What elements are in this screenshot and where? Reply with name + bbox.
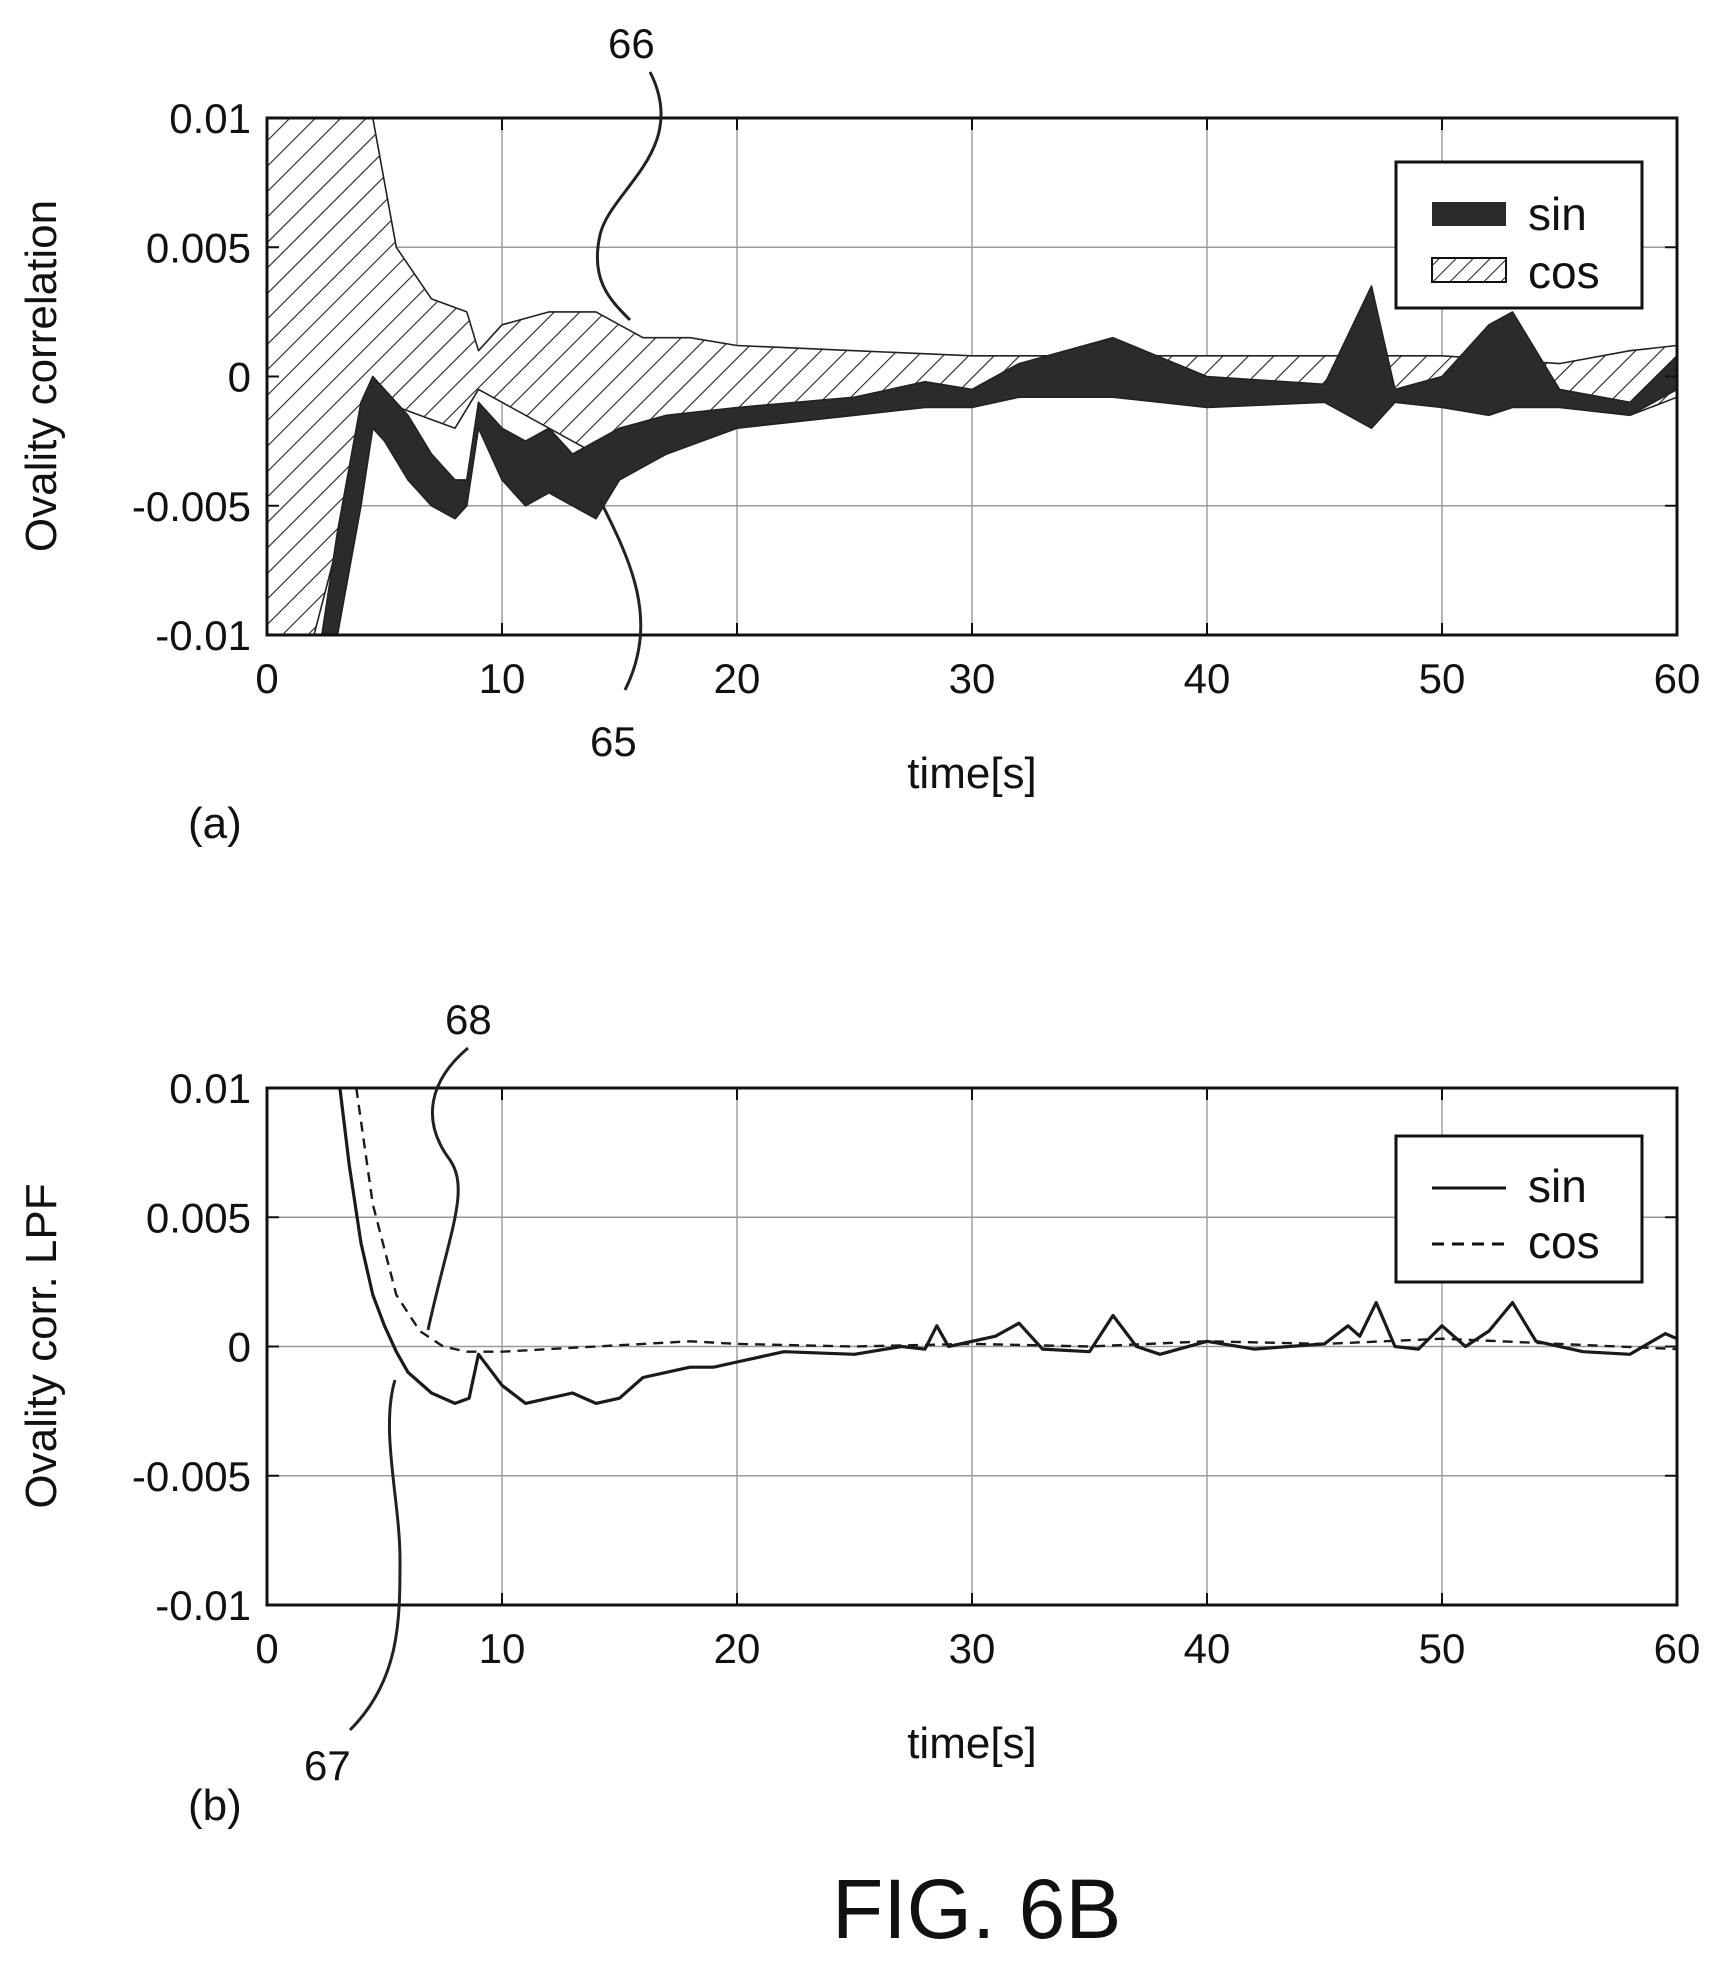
x-tick-label: 0 xyxy=(255,1625,278,1672)
y-tick-label: -0.01 xyxy=(155,612,251,659)
ref-numeral-68: 68 xyxy=(445,996,492,1043)
area-band-cos xyxy=(267,118,1677,635)
x-tick-label: 10 xyxy=(479,1625,526,1672)
ticks-b xyxy=(266,1087,1678,1606)
tick-labels-b: 0 10 20 30 40 50 60 0.01 0.005 0 -0.005 -0.01 xyxy=(132,1065,1700,1672)
legend-label-sin-b: sin xyxy=(1528,1160,1587,1212)
y-tick-label: -0.005 xyxy=(132,483,251,530)
y-tick-label: -0.01 xyxy=(155,1582,251,1629)
legend-label-sin-a: sin xyxy=(1528,188,1587,240)
series-line-cos xyxy=(355,1088,1677,1353)
x-tick-label: 30 xyxy=(949,1625,996,1672)
leader-line-66 xyxy=(595,71,663,322)
x-axis-label-b: time[s] xyxy=(907,1719,1037,1768)
x-tick-label: 40 xyxy=(1184,655,1231,702)
leader-line-67 xyxy=(348,1379,402,1732)
legend-frame-b xyxy=(1394,1134,1644,1284)
y-tick-label: 0 xyxy=(228,354,251,401)
x-tick-label: 60 xyxy=(1654,1625,1701,1672)
legend-frame-a xyxy=(1394,160,1644,310)
y-axis-label-a: Ovality correlation xyxy=(17,200,66,552)
y-tick-label: 0.005 xyxy=(146,1194,251,1241)
x-tick-label: 20 xyxy=(714,655,761,702)
y-axis-label-b: Ovality corr. LPF xyxy=(17,1183,66,1508)
leader-line-68 xyxy=(426,1046,469,1331)
y-tick-label: 0.01 xyxy=(169,95,251,142)
panel-a: 0 10 20 30 40 50 60 0.01 0.005 0 -0.005 -0.01 time[… xyxy=(17,20,1700,848)
ticks-a xyxy=(266,117,1678,636)
legend-a: sin cos xyxy=(1394,160,1644,310)
plot-area-b xyxy=(338,1088,1677,1405)
area-band-sin xyxy=(321,285,1677,635)
x-axis-label-a: time[s] xyxy=(907,749,1037,798)
legend-label-cos-b: cos xyxy=(1528,1216,1600,1268)
x-tick-label: 50 xyxy=(1419,655,1466,702)
tick-labels-a: 0 10 20 30 40 50 60 0.01 0.005 0 -0.005 -0.01 xyxy=(132,95,1700,702)
panel-b: 0 10 20 30 40 50 60 0.01 0.005 0 -0.005 -0.01 time[… xyxy=(17,996,1700,1830)
panel-label-b: (b) xyxy=(188,1781,242,1830)
y-tick-label: 0.01 xyxy=(169,1065,251,1112)
ref-numeral-66: 66 xyxy=(608,20,655,67)
figure-title: FIG. 6B xyxy=(832,1862,1121,1956)
y-tick-label: 0.005 xyxy=(146,224,251,271)
series-line-sin xyxy=(338,1088,1677,1405)
legend-b: sin cos xyxy=(1394,1134,1644,1284)
x-tick-label: 50 xyxy=(1419,1625,1466,1672)
y-tick-label: 0 xyxy=(228,1324,251,1371)
x-tick-label: 60 xyxy=(1654,655,1701,702)
y-tick-label: -0.005 xyxy=(132,1453,251,1500)
ref-numeral-67: 67 xyxy=(304,1742,351,1789)
leader-line-65 xyxy=(598,499,643,691)
panel-label-a: (a) xyxy=(188,799,242,848)
legend-label-cos-a: cos xyxy=(1528,246,1600,298)
ref-numeral-65: 65 xyxy=(590,718,637,765)
x-tick-label: 10 xyxy=(479,655,526,702)
legend-swatch-sin-a xyxy=(1432,202,1506,226)
plot-area-a xyxy=(267,118,1677,635)
x-tick-label: 30 xyxy=(949,655,996,702)
x-tick-label: 0 xyxy=(255,655,278,702)
x-tick-label: 40 xyxy=(1184,1625,1231,1672)
x-tick-label: 20 xyxy=(714,1625,761,1672)
legend-swatch-cos-a xyxy=(1431,257,1507,283)
